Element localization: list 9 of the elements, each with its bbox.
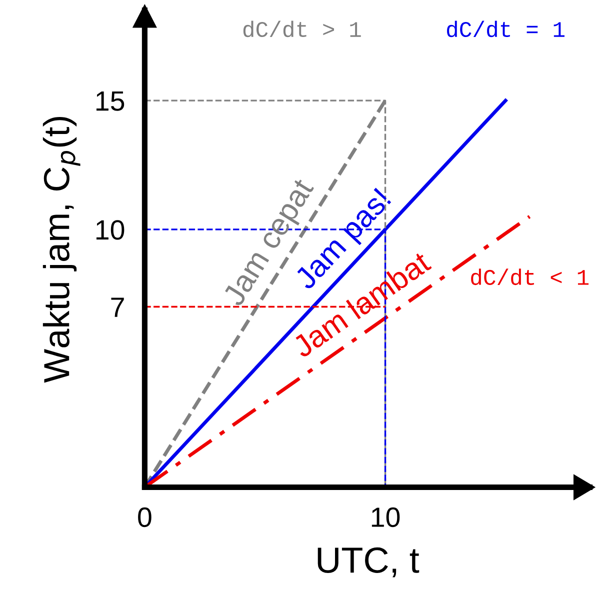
annotation: dC/dt < 1 (471, 268, 589, 286)
y-axis-title: Waktu jam, C$_{p}$(t) (42, 116, 80, 383)
x-axis-title: UTC, t (318, 547, 420, 578)
y-tick-label: 15 (96, 91, 124, 111)
x-tick-label: 0 (138, 507, 152, 528)
y-tick-label: 7 (111, 298, 124, 317)
y-tick-label: 10 (96, 220, 124, 240)
annotation: dC/dt = 1 (447, 20, 564, 38)
annotation: dC/dt > 1 (243, 20, 361, 38)
